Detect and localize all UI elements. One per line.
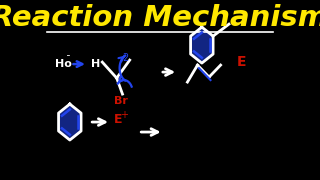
Polygon shape: [59, 104, 81, 140]
Text: ¯: ¯: [66, 55, 71, 65]
Text: Br: Br: [114, 96, 128, 106]
Text: H: H: [91, 59, 100, 69]
Text: Ho: Ho: [55, 59, 72, 69]
Text: +: +: [120, 110, 128, 120]
Polygon shape: [191, 27, 213, 63]
Text: Reaction Mechanism: Reaction Mechanism: [0, 4, 320, 32]
Text: E: E: [236, 55, 246, 69]
Text: 2: 2: [122, 53, 129, 63]
Text: E: E: [114, 112, 122, 125]
